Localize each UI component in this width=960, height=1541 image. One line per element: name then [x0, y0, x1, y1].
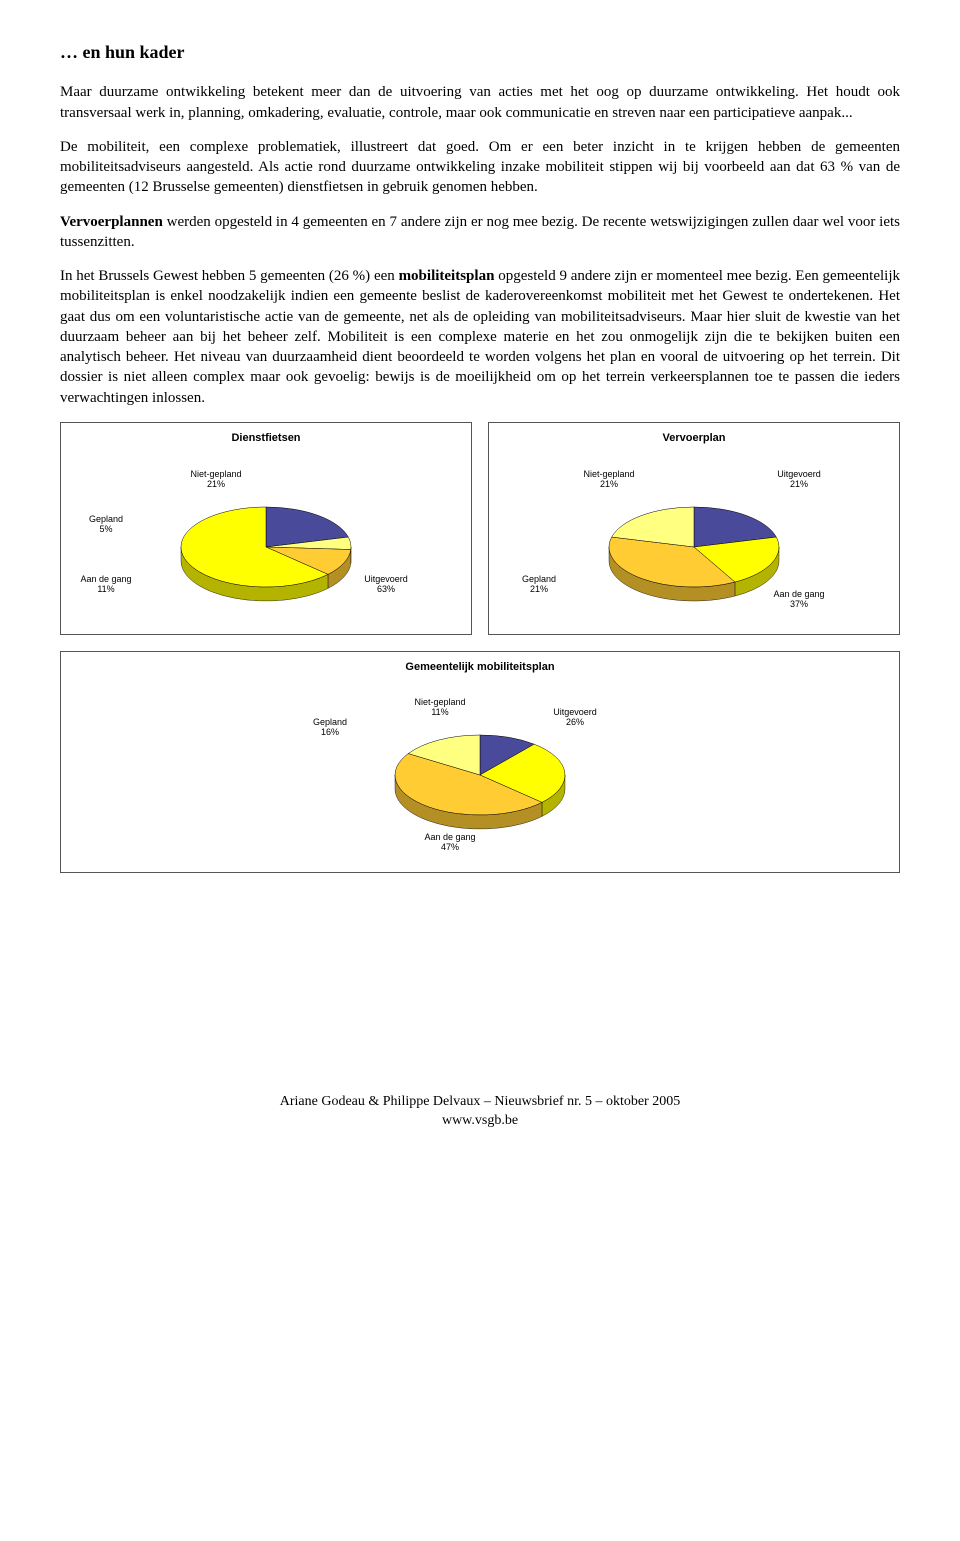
pie-label: Niet-gepland — [583, 469, 634, 479]
chart-vervoerplan-box: Vervoerplan Niet-gepland21%Uitgevoerd21%… — [488, 422, 900, 635]
chart-dienstfietsen-box: Dienstfietsen Niet-gepland21% Gepland5% Aa… — [60, 422, 472, 635]
para-2: De mobiliteit, een complexe problematiek… — [60, 137, 900, 198]
section-title: … en hun kader — [60, 40, 900, 64]
chart-dienstfietsen: Niet-gepland21% Gepland5% Aan de gang11% Ui… — [71, 452, 461, 622]
pie-label-pct: 21% — [530, 584, 548, 594]
pie-label: Uitgevoerd — [364, 574, 408, 584]
pie-label: Uitgevoerd — [777, 469, 821, 479]
chart-mobiliteitsplan: Niet-gepland11% Uitgevoerd26% Gepland16% Aa… — [285, 680, 675, 860]
para-3: Vervoerplannen werden opgesteld in 4 gem… — [60, 212, 900, 253]
pie-label-pct: 21% — [207, 479, 225, 489]
chart-mobiliteitsplan-box: Gemeentelijk mobiliteitsplan Niet-geplan… — [60, 651, 900, 874]
pie-label: Aan de gang — [80, 574, 131, 584]
pie-label-pct: 63% — [377, 584, 395, 594]
pie-label-pct: 5% — [99, 524, 112, 534]
pie-label-pct: 11% — [97, 584, 114, 594]
pie-label: Niet-gepland — [414, 697, 465, 707]
chart-vervoerplan-title: Vervoerplan — [499, 431, 889, 446]
pie-label-pct: 21% — [790, 479, 808, 489]
para-4-pre: In het Brussels Gewest hebben 5 gemeente… — [60, 268, 399, 284]
chart-mobiliteitsplan-title: Gemeentelijk mobiliteitsplan — [71, 660, 889, 675]
pie-label-pct: 16% — [321, 727, 339, 737]
para-4-bold: mobiliteitsplan — [399, 268, 495, 284]
para-3-bold: Vervoerplannen — [60, 214, 163, 230]
chart-dienstfietsen-title: Dienstfietsen — [71, 431, 461, 446]
pie-label-pct: 37% — [790, 599, 808, 609]
pie-label-pct: 11% — [431, 707, 448, 717]
pie-label-pct: 26% — [566, 717, 584, 727]
para-1: Maar duurzame ontwikkeling betekent meer… — [60, 82, 900, 123]
pie-label: Aan de gang — [424, 832, 475, 842]
pie-label: Gepland — [522, 574, 556, 584]
pie-label: Gepland — [89, 514, 123, 524]
pie-label: Uitgevoerd — [553, 707, 597, 717]
para-4-post: opgesteld 9 andere zijn er momenteel mee… — [60, 268, 900, 406]
pie-label: Gepland — [313, 717, 347, 727]
pie-label-pct: 21% — [600, 479, 618, 489]
footer-line-1: Ariane Godeau & Philippe Delvaux – Nieuw… — [60, 1093, 900, 1112]
pie-label: Aan de gang — [773, 589, 824, 599]
charts-row-1: Dienstfietsen Niet-gepland21%Gepland5%Aa… — [60, 422, 900, 635]
para-4: In het Brussels Gewest hebben 5 gemeente… — [60, 266, 900, 408]
page-footer: Ariane Godeau & Philippe Delvaux – Nieuw… — [60, 1093, 900, 1131]
pie-label: Niet-gepland — [190, 469, 241, 479]
charts-row-2: Gemeentelijk mobiliteitsplan Niet-geplan… — [60, 651, 900, 874]
footer-line-2: www.vsgb.be — [60, 1112, 900, 1131]
para-3-rest: werden opgesteld in 4 gemeenten en 7 and… — [60, 214, 900, 250]
pie-label-pct: 47% — [441, 842, 459, 852]
chart-vervoerplan: Niet-gepland21%Uitgevoerd21%Aan de gang3… — [499, 452, 889, 622]
